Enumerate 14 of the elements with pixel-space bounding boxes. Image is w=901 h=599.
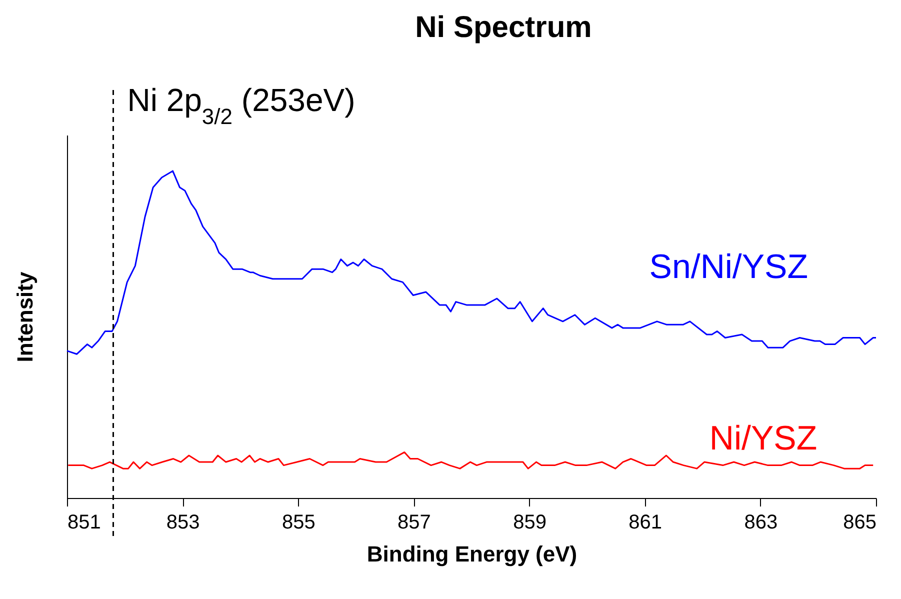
x-tick-label: 861 <box>628 512 662 534</box>
x-axis-title: Binding Energy (eV) <box>366 542 578 566</box>
series-label: Sn/Ni/YSZ <box>649 248 808 286</box>
x-tick-label: 851 <box>68 512 101 534</box>
y-axis-title: Intensity <box>12 271 38 362</box>
x-tick-label: 855 <box>282 512 316 534</box>
x-tick-label: 853 <box>166 512 200 534</box>
x-tick-label: 865 <box>843 512 876 534</box>
ref-line-label: Ni 2p$_{3/2}$ (253eV) <box>127 82 356 128</box>
series-label: Ni/YSZ <box>709 419 818 458</box>
x-tick-label: 859 <box>513 512 546 534</box>
x-tick-label: 863 <box>744 512 778 534</box>
x-tick-label: 857 <box>398 512 431 534</box>
chart-title: Ni Spectrum <box>415 11 592 44</box>
